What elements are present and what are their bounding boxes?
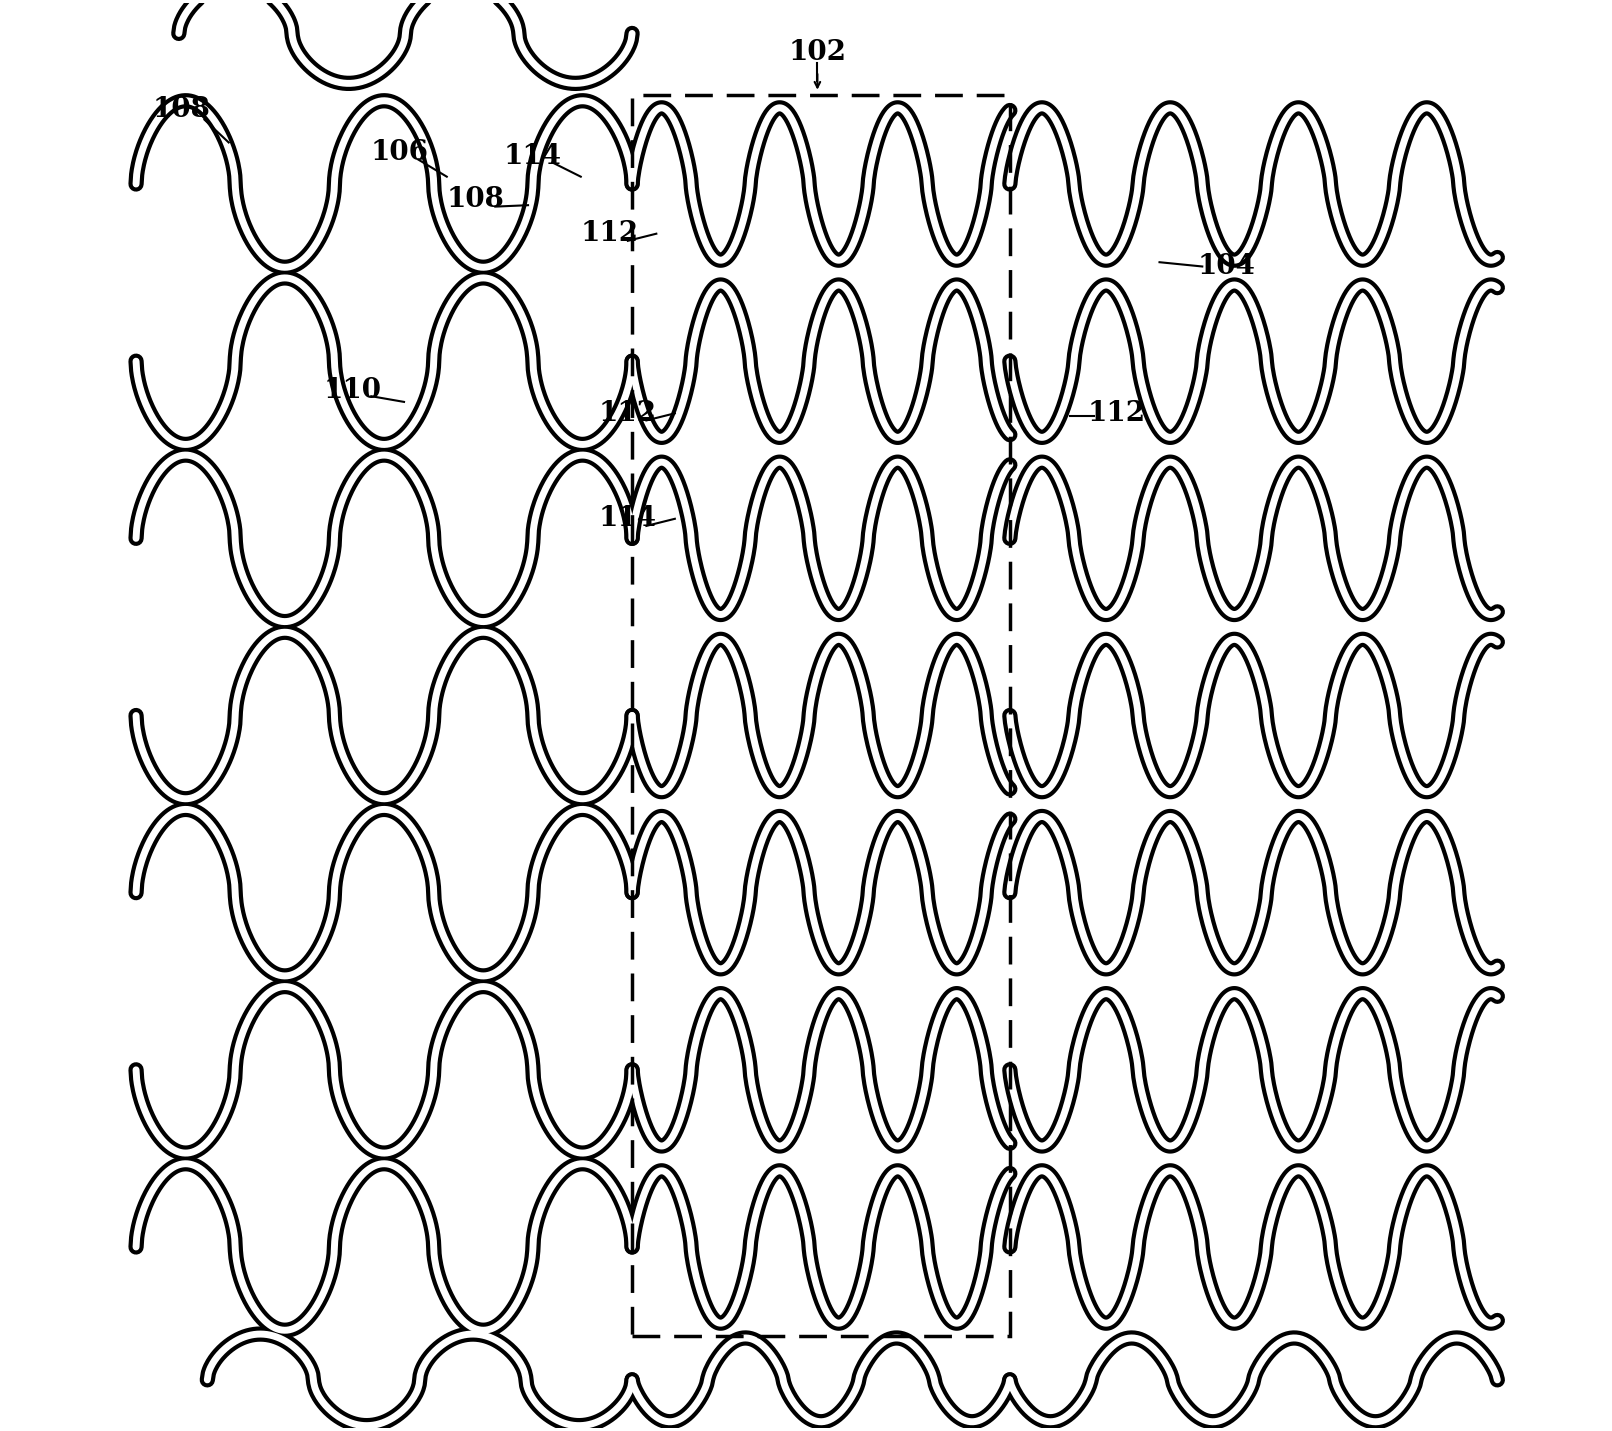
Text: 106: 106 <box>371 139 429 166</box>
Text: 102: 102 <box>788 39 846 66</box>
Text: 114: 114 <box>503 143 561 170</box>
Text: 112: 112 <box>598 399 656 426</box>
Text: 114: 114 <box>598 505 656 532</box>
Bar <box>632 96 1009 1335</box>
Text: 112: 112 <box>580 220 638 248</box>
Text: 108: 108 <box>153 96 211 123</box>
Text: 112: 112 <box>1088 399 1146 426</box>
Text: 110: 110 <box>324 376 382 404</box>
Text: 104: 104 <box>1198 253 1256 280</box>
Text: 108: 108 <box>447 186 505 213</box>
